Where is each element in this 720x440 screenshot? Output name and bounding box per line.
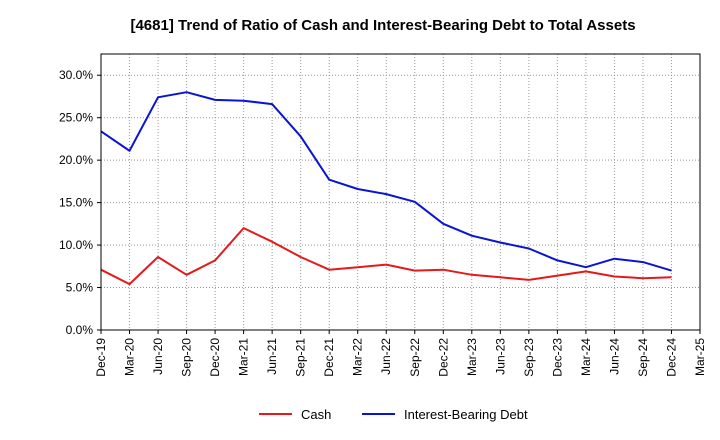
chart-title: [4681] Trend of Ratio of Cash and Intere… [130,17,635,34]
y-tick-label: 10.0% [59,238,93,252]
x-tick-label: Jun-21 [265,338,279,375]
x-tick-label: Jun-23 [493,338,507,375]
x-tick-label: Dec-24 [664,338,678,377]
legend-label: Interest-Bearing Debt [404,407,528,422]
x-tick-label: Mar-25 [693,338,707,376]
x-tick-label: Mar-20 [123,338,137,376]
y-tick-label: 5.0% [66,281,94,295]
y-tick-label: 20.0% [59,153,93,167]
x-tick-label: Sep-23 [522,338,536,377]
x-tick-label: Mar-24 [579,338,593,376]
x-tick-label: Jun-22 [379,338,393,375]
x-tick-label: Mar-22 [351,338,365,376]
grid-lines [100,54,701,331]
x-tick-label: Mar-23 [465,338,479,376]
x-tick-label: Mar-21 [237,338,251,376]
x-axis-ticks: Dec-19 Mar-20 Jun-20 Sep-20 Dec-20 Mar-21 Jun-… [94,330,707,377]
x-tick-label: Sep-22 [408,338,422,377]
y-tick-label: 30.0% [59,68,93,82]
x-tick-label: Dec-22 [436,338,450,377]
series-lines [100,91,672,286]
x-tick-label: Dec-23 [550,338,564,377]
y-tick-label: 15.0% [59,196,93,210]
x-tick-label: Sep-21 [294,338,308,377]
y-tick-label: 25.0% [59,111,93,125]
y-tick-label: 0.0% [66,323,94,337]
series-line-cash [100,227,672,286]
x-tick-label: Dec-19 [94,338,108,377]
x-tick-label: Dec-21 [322,338,336,377]
y-axis-ticks: 0.0% 5.0% 10.0% 15.0% 20.0% 25.0% 30.0% [59,68,101,337]
legend: Cash Interest-Bearing Debt [259,407,528,422]
x-tick-label: Dec-20 [208,338,222,377]
x-tick-label: Sep-24 [636,338,650,377]
plot-area-frame [100,53,701,331]
x-tick-label: Jun-24 [607,338,621,375]
x-tick-label: Sep-20 [180,338,194,377]
x-tick-label: Jun-20 [151,338,165,375]
series-line-interest-bearing-debt [100,91,672,272]
legend-label: Cash [301,407,331,422]
